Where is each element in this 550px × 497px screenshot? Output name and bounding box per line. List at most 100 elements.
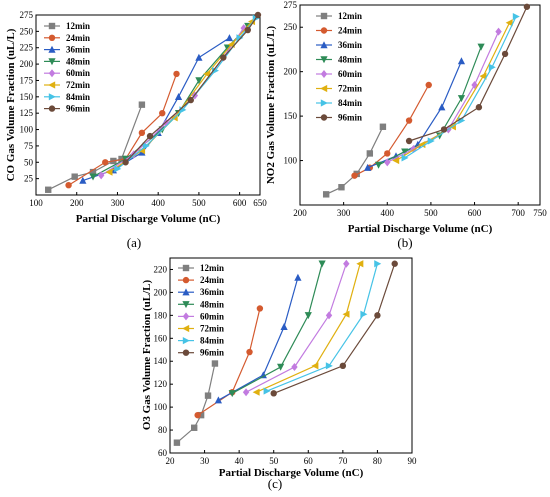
y-tick-label: 160	[154, 333, 168, 343]
legend-label-12min: 12min	[338, 11, 362, 21]
data-point-48min	[228, 390, 236, 398]
y-tick-label: 80	[158, 425, 168, 435]
x-tick-label: 30	[200, 456, 210, 466]
y-tick-label: 225	[20, 43, 34, 53]
data-point-96min	[475, 104, 483, 111]
series-line-84min	[266, 263, 378, 392]
series-line-24min	[354, 84, 430, 177]
x-tick-label: 700	[511, 208, 525, 218]
data-point-12min	[138, 101, 146, 108]
data-point-12min	[118, 155, 125, 163]
y-tick-label: 200	[154, 287, 168, 297]
legend-marker-84min	[182, 337, 190, 345]
data-point-60min	[163, 119, 170, 127]
legend-marker-24min	[182, 276, 190, 284]
y-tick-label: 175	[20, 75, 34, 85]
data-point-72min	[203, 70, 211, 78]
data-point-24min	[159, 109, 166, 117]
data-point-72min	[311, 362, 319, 370]
panel-caption: (b)	[397, 235, 412, 250]
data-point-96min	[244, 26, 251, 34]
legend-label-24min: 24min	[200, 275, 224, 285]
data-point-12min	[204, 392, 212, 399]
data-point-36min	[79, 176, 87, 184]
y-tick-label: 150	[20, 92, 34, 102]
data-point-48min	[277, 363, 285, 371]
x-axis-label: Partial Discharge Volume (nC)	[348, 223, 493, 235]
data-point-36min	[294, 273, 302, 281]
legend-label-96min: 96min	[338, 113, 362, 123]
legend-label-96min: 96min	[200, 348, 224, 358]
series-line-96min	[273, 263, 396, 394]
data-point-72min	[105, 168, 113, 176]
data-point-96min	[391, 260, 398, 267]
data-point-72min	[252, 388, 260, 396]
legend-marker-96min	[182, 349, 190, 356]
legend-label-72min: 72min	[66, 80, 90, 90]
data-point-60min	[242, 388, 250, 397]
y-axis-label: CO Gas Volume Fraction (uL/L)	[5, 28, 17, 181]
x-axis-label: Partial Discharge Volume (nC)	[76, 213, 221, 225]
data-point-48min	[318, 260, 326, 268]
data-point-72min	[356, 260, 364, 268]
data-point-24min	[425, 81, 432, 89]
data-point-84min	[236, 34, 244, 42]
x-tick-label: 80	[373, 456, 383, 466]
x-tick-label: 40	[235, 456, 245, 466]
data-point-12min	[89, 168, 97, 176]
series-line-60min	[245, 263, 347, 393]
y-tick-label: 60	[158, 448, 168, 458]
legend-label-24min: 24min	[338, 26, 362, 36]
data-point-96min	[501, 50, 509, 58]
data-point-84min	[488, 63, 496, 71]
legend-label-60min: 60min	[338, 69, 362, 79]
data-point-96min	[270, 390, 277, 397]
data-point-12min	[191, 424, 198, 431]
y-tick-label: 100	[20, 125, 34, 135]
data-point-84min	[263, 387, 271, 395]
legend-marker-48min	[48, 58, 56, 66]
x-tick-label: 50	[269, 456, 279, 466]
data-point-96min	[254, 11, 262, 19]
data-point-60min	[343, 259, 350, 268]
y-tick-label: 25	[24, 174, 34, 184]
y-axis-label: O3 Gas Volume Fraction (uL/L)	[141, 279, 153, 430]
legend-marker-36min	[320, 41, 328, 49]
data-point-96min	[405, 137, 413, 145]
data-point-36min	[225, 34, 234, 42]
y-tick-label: 250	[284, 22, 298, 32]
data-point-96min	[523, 3, 531, 10]
data-point-72min	[342, 310, 350, 318]
legend-marker-24min	[320, 27, 328, 34]
x-tick-label: 600	[468, 208, 482, 218]
data-point-60min	[384, 158, 391, 167]
x-tick-label: 90	[408, 456, 418, 466]
legend-marker-60min	[182, 312, 190, 321]
x-tick-label: 400	[151, 198, 165, 208]
y-tick-label: 250	[20, 26, 34, 36]
legend-label-36min: 36min	[338, 40, 362, 50]
x-tick-label: 200	[70, 198, 84, 208]
data-point-24min	[65, 181, 72, 189]
data-point-96min	[440, 126, 448, 133]
legend-label-84min: 84min	[200, 336, 224, 346]
data-point-48min	[374, 161, 383, 169]
y-tick-label: 200	[284, 67, 298, 77]
legend-marker-36min	[48, 45, 56, 53]
series-line-72min	[256, 263, 361, 393]
series-line-24min	[197, 308, 261, 416]
legend-marker-12min	[48, 22, 56, 30]
legend-label-24min: 24min	[66, 33, 90, 43]
data-point-48min	[457, 95, 466, 103]
legend-label-72min: 72min	[200, 324, 224, 334]
data-point-60min	[97, 171, 105, 180]
data-point-36min	[438, 103, 446, 111]
data-point-24min	[351, 172, 358, 179]
data-point-12min	[211, 360, 219, 367]
data-point-12min	[338, 184, 345, 191]
legend-marker-36min	[182, 288, 190, 296]
data-point-24min	[102, 159, 109, 166]
series-line-12min	[325, 126, 384, 195]
data-point-36min	[280, 323, 288, 331]
